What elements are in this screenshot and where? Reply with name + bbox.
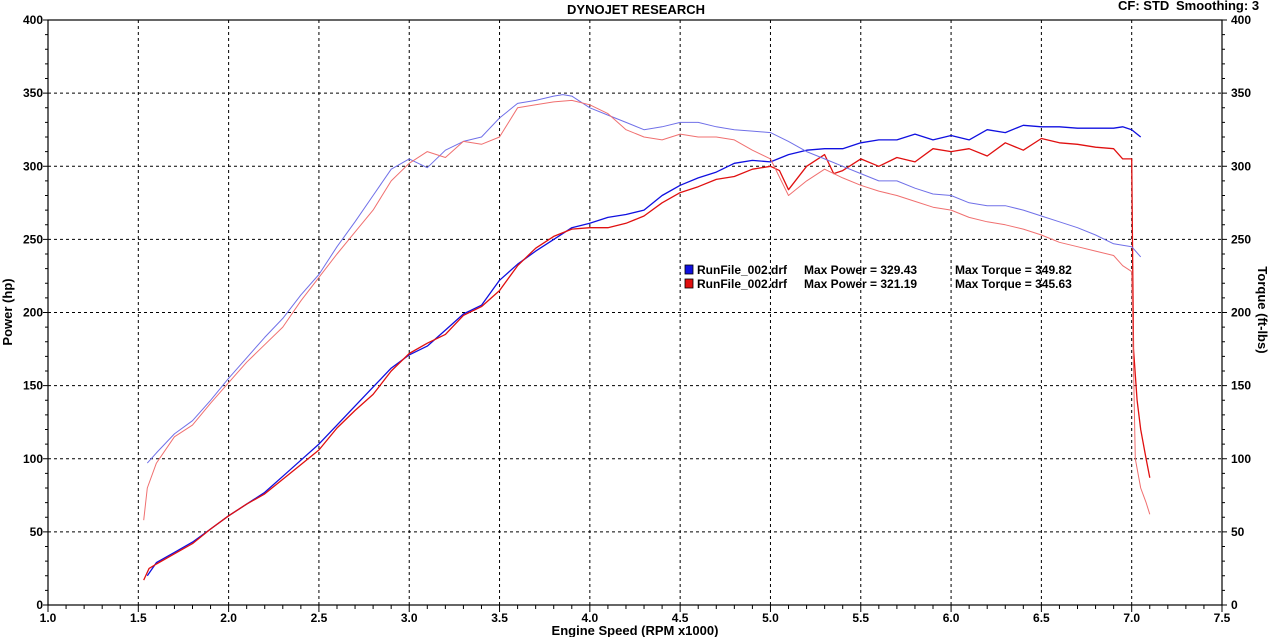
legend-swatch-red bbox=[684, 278, 694, 289]
y2-tick-label: 300 bbox=[1231, 159, 1251, 173]
legend-file-1: RunFile_002.drf bbox=[697, 263, 788, 277]
data-series bbox=[143, 94, 1151, 581]
axes: 1.0 1.5 2.0 2.5 3.0 3.5 4.0 4.5 5.0 5.5 6.0 6.5 7.0 7… bbox=[23, 13, 1251, 625]
x-tick-label: 7.0 bbox=[1123, 611, 1140, 625]
torque-line-2 bbox=[146, 94, 1142, 464]
grid-lines bbox=[48, 20, 1222, 605]
power-line-1 bbox=[143, 137, 1151, 581]
legend: RunFile_002.drf Max Power = 329.43 Max T… bbox=[684, 263, 1072, 291]
power-line-0 bbox=[146, 124, 1142, 577]
y-tick-label: 200 bbox=[23, 306, 43, 320]
y-tick-label: 50 bbox=[30, 525, 44, 539]
x-axis-title: Engine Speed (RPM x1000) bbox=[552, 623, 719, 637]
y2-tick-label: 0 bbox=[1231, 598, 1238, 612]
legend-max-torque-2: Max Torque = 345.63 bbox=[955, 277, 1072, 291]
y2-tick-label: 100 bbox=[1231, 452, 1251, 466]
x-tick-label: 3.5 bbox=[491, 611, 508, 625]
legend-file-2: RunFile_002.drf bbox=[697, 277, 788, 291]
x-tick-label: 6.5 bbox=[1033, 611, 1050, 625]
x-tick-label: 2.5 bbox=[311, 611, 328, 625]
x-tick-label: 3.0 bbox=[401, 611, 418, 625]
x-tick-label: 5.0 bbox=[762, 611, 779, 625]
x-tick-label: 5.5 bbox=[852, 611, 869, 625]
x-tick-label: 4.5 bbox=[672, 611, 689, 625]
cf-label: CF: STD bbox=[1118, 0, 1169, 13]
y2-tick-label: 150 bbox=[1231, 379, 1251, 393]
y-axis-title: Power (hp) bbox=[0, 278, 15, 345]
y2-tick-label: 200 bbox=[1231, 306, 1251, 320]
y2-tick-label: 350 bbox=[1231, 86, 1251, 100]
x-tick-label: 6.0 bbox=[943, 611, 960, 625]
y-tick-label: 250 bbox=[23, 232, 43, 246]
smoothing-label: Smoothing: 3 bbox=[1176, 0, 1259, 13]
chart-title: DYNOJET RESEARCH bbox=[567, 2, 705, 17]
y2-axis-title: Torque (ft-lbs) bbox=[1255, 266, 1270, 353]
x-tick-label: 1.5 bbox=[130, 611, 147, 625]
y2-tick-label: 50 bbox=[1231, 525, 1245, 539]
x-tick-label: 4.0 bbox=[582, 611, 599, 625]
x-tick-label: 1.0 bbox=[40, 611, 57, 625]
plot-frame bbox=[47, 19, 1223, 606]
legend-max-power-2: Max Power = 321.19 bbox=[804, 277, 917, 291]
legend-swatch-blue bbox=[684, 264, 694, 275]
y-tick-label: 0 bbox=[36, 598, 43, 612]
y-tick-label: 100 bbox=[23, 452, 43, 466]
legend-max-torque-1: Max Torque = 349.82 bbox=[955, 263, 1072, 277]
x-tick-label: 2.0 bbox=[220, 611, 237, 625]
torque-line-3 bbox=[143, 99, 1151, 521]
x-tick-label: 7.5 bbox=[1214, 611, 1231, 625]
y2-tick-label: 400 bbox=[1231, 13, 1251, 27]
y-tick-label: 350 bbox=[23, 86, 43, 100]
y-tick-label: 400 bbox=[23, 13, 43, 27]
y-tick-label: 300 bbox=[23, 159, 43, 173]
legend-max-power-1: Max Power = 329.43 bbox=[804, 263, 917, 277]
y2-tick-label: 250 bbox=[1231, 232, 1251, 246]
y-tick-label: 150 bbox=[23, 379, 43, 393]
